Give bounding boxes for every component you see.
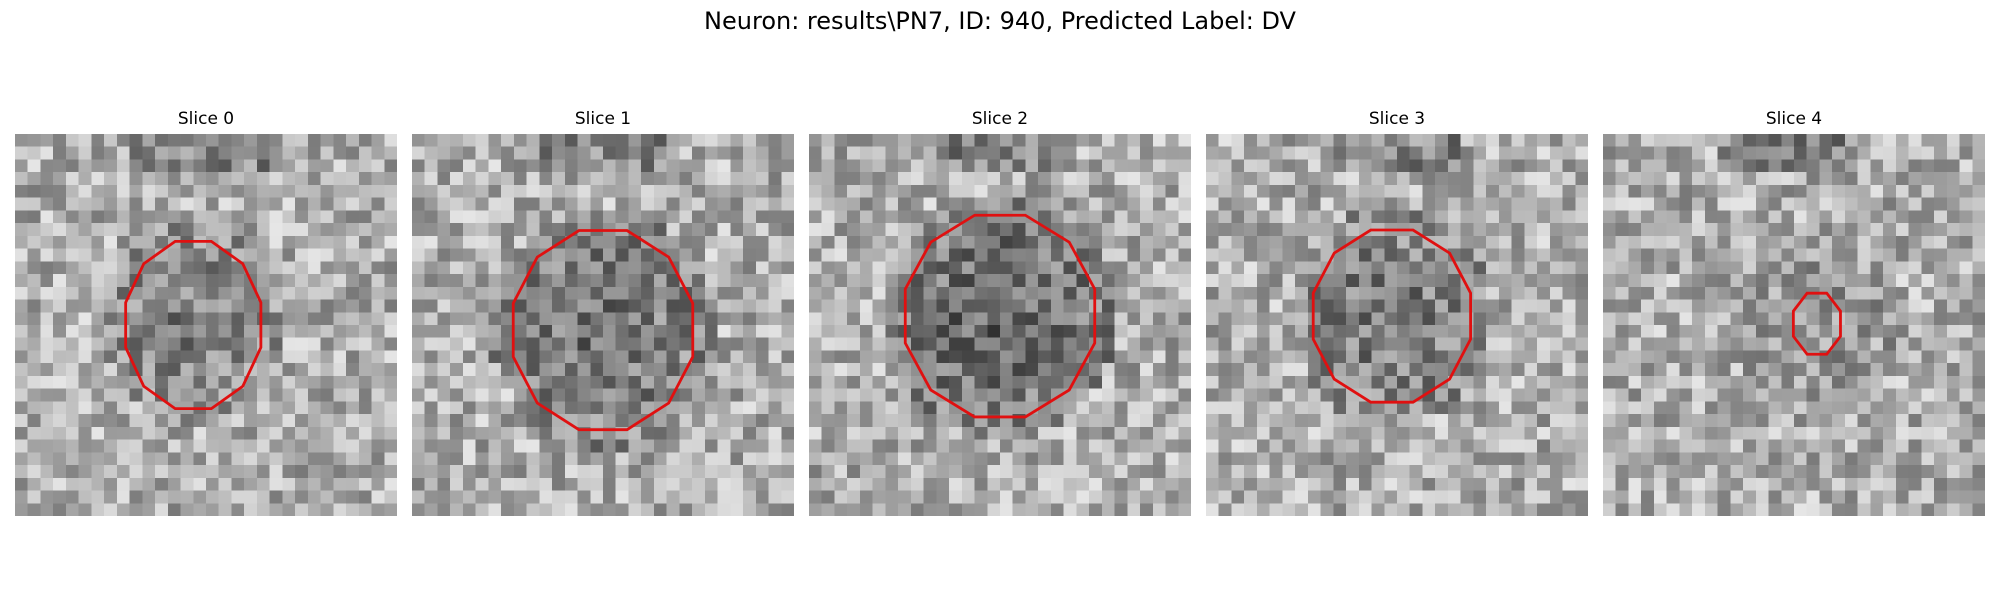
- roi-contour: [1791, 291, 1842, 356]
- slice-0-image: [15, 134, 397, 516]
- figure-title: Neuron: results\PN7, ID: 940, Predicted …: [704, 7, 1296, 35]
- panel-title-slice-4: Slice 4: [1765, 109, 1823, 129]
- slice-4-image: [1603, 134, 1985, 516]
- slice-2-image: [809, 134, 1191, 516]
- roi-contour: [1311, 228, 1472, 404]
- panel-title-slice-3: Slice 3: [1368, 109, 1426, 129]
- slice-3-image: [1206, 134, 1588, 516]
- panel-title-slice-1: Slice 1: [574, 109, 632, 129]
- roi-contour: [903, 213, 1097, 419]
- slice-1-image: [412, 134, 794, 516]
- roi-contour: [124, 239, 263, 411]
- panel-title-slice-0: Slice 0: [177, 109, 235, 129]
- roi-contour: [511, 229, 695, 432]
- panel-title-slice-2: Slice 2: [971, 109, 1029, 129]
